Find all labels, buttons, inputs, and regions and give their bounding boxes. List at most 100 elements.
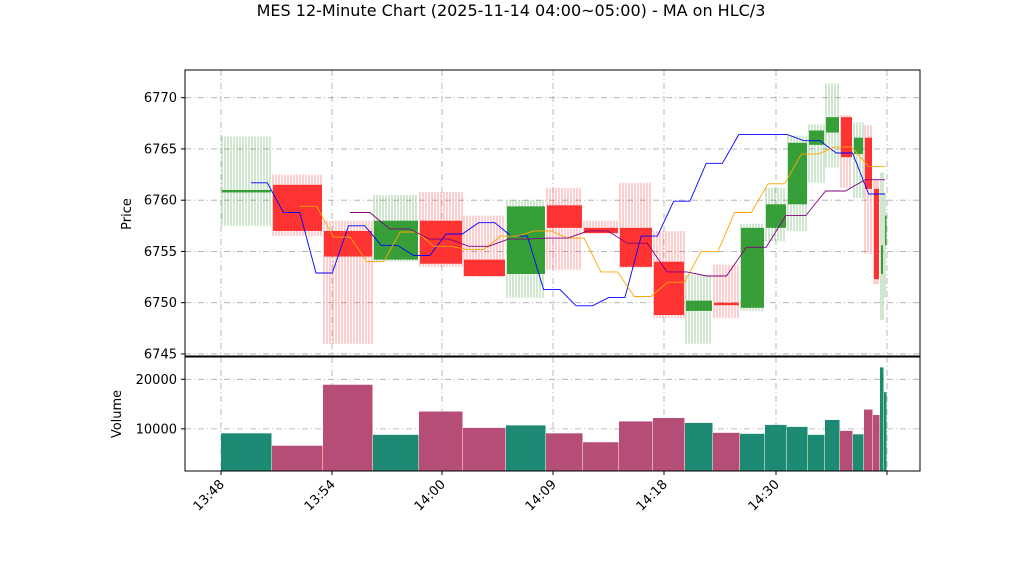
volume-bar-23-fill <box>884 392 887 471</box>
candle-20 <box>864 125 872 254</box>
volume-bar-17 <box>825 419 840 471</box>
volume-bar-20-fill <box>864 409 873 471</box>
chart-title: MES 12-Minute Chart (2025-11-14 04:00~05… <box>257 1 766 20</box>
candle-18-body <box>841 117 852 158</box>
volume-bar-10-fill <box>653 417 685 471</box>
volume-bar-2-fill <box>323 384 373 471</box>
price-ytick-label-4: 6765 <box>144 142 177 157</box>
candle-9-body <box>620 227 652 267</box>
price-ytick-label-5: 6770 <box>144 91 177 106</box>
xtick-label-4: 14:18 <box>634 477 671 514</box>
candle-12-body <box>714 302 739 306</box>
candle-14 <box>765 187 786 242</box>
candle-15-body <box>788 142 807 205</box>
candle-9 <box>619 182 652 268</box>
candle-0-body <box>222 189 271 193</box>
xtick-label-5: 14:30 <box>746 477 783 514</box>
volume-bar-18-fill <box>840 430 853 471</box>
volume-bar-2 <box>323 384 373 471</box>
candle-0 <box>221 136 271 226</box>
volume-bar-15-fill <box>787 426 808 471</box>
xtick-label-2: 14:00 <box>412 477 449 514</box>
volume-bar-22 <box>880 367 884 471</box>
candle-12 <box>713 264 739 319</box>
candle-23-body <box>885 215 887 246</box>
x-axis: 13:48 13:54 14:00 14:09 14:18 14:30 <box>191 471 888 514</box>
volume-panel: 10000 20000 <box>136 356 921 472</box>
volume-bar-13-fill <box>740 433 765 471</box>
volume-bar-8 <box>583 442 619 471</box>
volume-bar-5-fill <box>463 427 506 471</box>
candle-7-body <box>547 205 582 228</box>
candle-16 <box>808 124 825 183</box>
volume-bar-22-fill <box>880 367 884 471</box>
volume-ytick-label-1: 20000 <box>136 373 177 388</box>
volume-bar-4 <box>419 411 463 471</box>
price-ytick-label-2: 6755 <box>144 245 177 260</box>
candle-6-body <box>507 206 545 274</box>
candle-4 <box>419 191 463 267</box>
price-axis-label: Price <box>120 198 135 230</box>
volume-bar-5 <box>463 427 506 471</box>
candle-10-body <box>654 261 684 315</box>
volume-bar-10 <box>653 417 685 471</box>
candle-16-body <box>809 130 824 145</box>
volume-bar-19 <box>853 434 864 471</box>
volume-bar-6 <box>506 425 546 471</box>
candle-11-body <box>686 300 712 311</box>
price-ytick-label-1: 6750 <box>144 296 177 311</box>
candle-22-body <box>881 245 883 274</box>
candle-17-body <box>826 117 839 133</box>
candle-20-body <box>865 137 872 189</box>
volume-bar-9 <box>619 421 653 471</box>
candle-17 <box>825 83 839 168</box>
volume-axis-label: Volume <box>110 390 125 438</box>
volume-bar-12 <box>713 432 740 471</box>
volume-bar-11 <box>685 422 713 471</box>
volume-bar-21 <box>873 414 880 471</box>
candle-13-body <box>741 227 764 308</box>
volume-bar-21-fill <box>873 414 880 471</box>
price-panel-frame <box>184 69 921 357</box>
candle-19-body <box>854 137 863 155</box>
volume-bar-7 <box>546 433 583 471</box>
candle-2 <box>323 220 373 344</box>
candle-22 <box>880 172 884 321</box>
volume-bar-0-fill <box>221 433 272 471</box>
volume-bar-16 <box>808 434 825 471</box>
candle-15 <box>787 135 807 231</box>
xtick-label-0: 13:48 <box>191 477 228 514</box>
candle-23 <box>884 193 887 298</box>
candle-21 <box>873 179 879 285</box>
candle-14-body <box>766 204 786 228</box>
candle-6 <box>506 200 545 298</box>
volume-bar-1 <box>272 445 323 471</box>
volume-bar-14 <box>765 424 787 471</box>
volume-bar-15 <box>787 426 808 471</box>
volume-bar-20 <box>864 409 873 471</box>
ma-fast-line <box>251 134 885 307</box>
candle-11 <box>685 275 712 344</box>
volume-bar-3 <box>373 434 419 471</box>
volume-bar-0 <box>221 433 272 471</box>
candle-13 <box>740 223 764 311</box>
candle-3 <box>373 195 418 262</box>
ma-slow-line <box>350 179 885 277</box>
candle-4-body <box>420 220 462 264</box>
candle-18 <box>840 115 852 188</box>
candle-21-body <box>874 188 879 280</box>
price-ytick-label-3: 6760 <box>144 194 177 209</box>
candle-10 <box>653 230 685 319</box>
candle-5-body <box>464 259 505 277</box>
ma-mid-line <box>300 146 885 297</box>
candle-7 <box>546 187 582 270</box>
candle-2-body <box>324 230 372 257</box>
volume-bar-23 <box>884 392 887 471</box>
candle-8 <box>583 220 618 235</box>
candle-8-body <box>584 227 618 233</box>
volume-bar-7-fill <box>546 433 583 471</box>
volume-bar-8-fill <box>583 442 619 471</box>
volume-bar-13 <box>740 433 765 471</box>
